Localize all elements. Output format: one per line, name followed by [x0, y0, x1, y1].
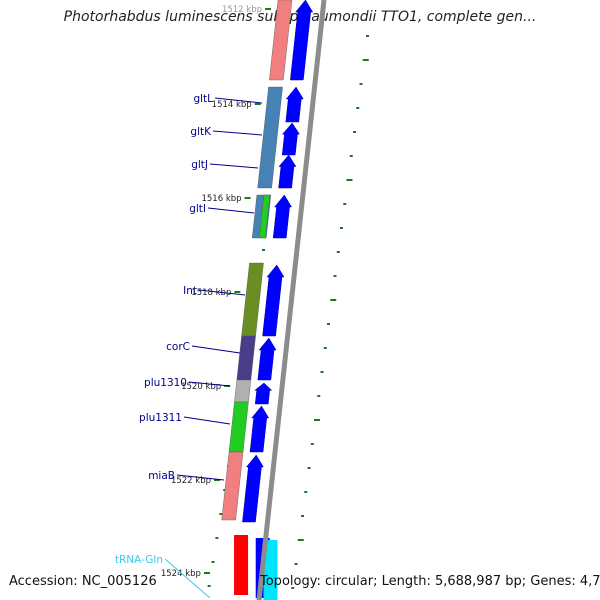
cog-band	[257, 86, 283, 189]
gene-label-plu1311[interactable]: plu1311	[139, 412, 182, 424]
gene-leader-line	[214, 97, 263, 104]
cog-band	[269, 0, 293, 81]
kbp-label: 1522 kbp	[171, 476, 211, 486]
gene-label-gltl[interactable]: gltL	[193, 93, 213, 105]
kbp-label: 1524 kbp	[161, 569, 201, 579]
gene-arrow[interactable]	[253, 382, 273, 405]
cog-band	[234, 379, 252, 403]
kbp-label: 1514 kbp	[212, 100, 252, 110]
gene-label-gltj[interactable]: gltJ	[191, 159, 208, 171]
cog-band	[228, 401, 249, 453]
gene-leader-line	[191, 345, 241, 354]
cog-band	[221, 451, 244, 521]
gene-leader-line	[164, 558, 211, 599]
gene-arrow[interactable]	[281, 122, 300, 156]
gene-label-miab[interactable]: miaB	[148, 470, 175, 482]
gene-leader-line	[176, 474, 225, 481]
gene-label-plu1310[interactable]: plu1310	[144, 377, 187, 389]
gene-arrow[interactable]	[234, 535, 249, 595]
gene-label-int[interactable]: Int	[183, 285, 197, 297]
gene-arrow[interactable]	[257, 337, 277, 381]
gene-label-trna-gln[interactable]: tRNA-Gln	[115, 554, 163, 566]
kbp-scale: 1512 kbp 1514 kbp 1516 kbp 1518 kbp 1520 kbp…	[161, 5, 272, 579]
genome-summary-text: Topology: circular; Length: 5,688,987 bp…	[260, 574, 600, 589]
gene-label-corc[interactable]: corC	[166, 341, 190, 353]
kbp-label: 1518 kbp	[191, 288, 231, 298]
gene-label-glti[interactable]: gltI	[189, 203, 206, 215]
gene-labels: gltL gltK gltJ gltI Int corC plu1310 plu1311 mia…	[115, 93, 263, 599]
gene-leader-line	[183, 416, 231, 425]
cog-band	[241, 262, 264, 337]
gene-leader-line	[188, 381, 231, 387]
backbone-circle	[256, 0, 327, 600]
gene-arrow[interactable]	[272, 194, 293, 239]
gene-arrow[interactable]	[242, 454, 264, 523]
gene-arrow[interactable]	[262, 264, 285, 337]
gene-arrow[interactable]	[263, 540, 278, 600]
gene-arrow[interactable]	[290, 0, 314, 81]
accession-text: Accession: NC_005126	[9, 574, 157, 589]
cog-band	[258, 194, 271, 239]
gene-arrow[interactable]	[249, 405, 270, 453]
gene-leader-line	[212, 130, 263, 136]
gene-leader-line	[198, 289, 246, 296]
kbp-label: 1520 kbp	[181, 382, 221, 392]
kbp-label: 1512 kbp	[222, 5, 262, 15]
kbp-label: 1516 kbp	[201, 194, 241, 204]
gene-leader-line	[209, 163, 259, 169]
gc-content-ticks	[207, 35, 369, 589]
gene-arrow[interactable]	[285, 86, 304, 123]
gene-label-gltk[interactable]: gltK	[190, 126, 212, 138]
gene-arrow[interactable]	[278, 154, 297, 189]
gene-leader-line	[207, 207, 255, 214]
cog-bands	[221, 0, 293, 521]
cog-band	[236, 335, 256, 381]
